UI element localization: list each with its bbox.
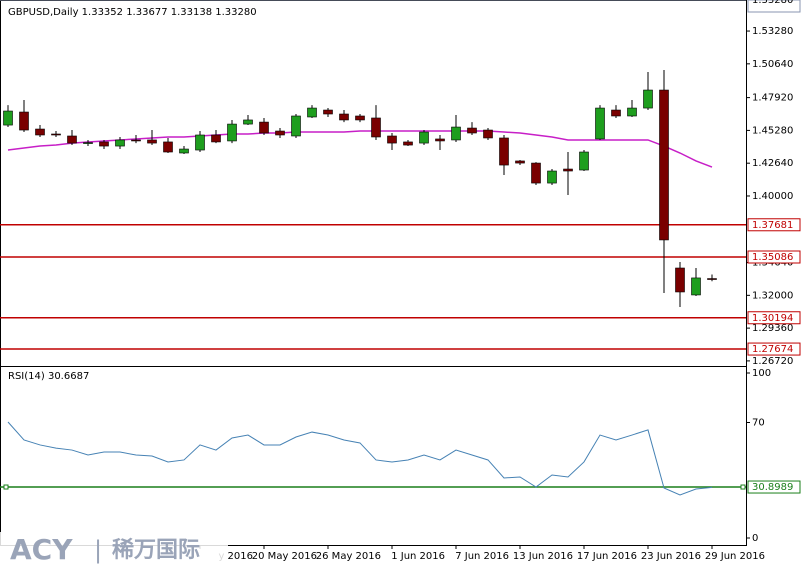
level-label-box: [747, 218, 801, 232]
x-tick-label: 26 May 2016: [316, 551, 381, 562]
x-tick-label: 1 Jun 2016: [391, 551, 445, 562]
candle-body: [403, 141, 413, 146]
candle-body: [291, 115, 301, 137]
x-tick-label: 13 Jun 2016: [513, 551, 573, 562]
level-label-box: [747, 0, 801, 13]
candle-body: [515, 160, 525, 164]
candle-body: [307, 107, 317, 118]
y-tick-label: 1.32000: [752, 290, 793, 301]
candle-body: [675, 267, 685, 293]
y-tick-label: 1.42640: [752, 158, 793, 169]
candle-body: [579, 151, 589, 171]
watermark: ACY | 稀万国际: [0, 532, 228, 568]
candle-body: [707, 278, 717, 280]
level-label: 1.33280: [752, 0, 793, 6]
candle-body: [83, 142, 93, 144]
level-marker: [3, 484, 9, 490]
candle-body: [419, 131, 429, 144]
candle-body: [179, 148, 189, 154]
candle-body: [99, 141, 109, 147]
level-label-box: [747, 342, 801, 356]
candle-body: [627, 107, 637, 117]
candle-body: [243, 119, 253, 125]
level-label-box: [747, 480, 801, 494]
level-label: 1.37681: [752, 220, 793, 231]
candle-body: [467, 127, 477, 134]
watermark-backdrop: [0, 532, 228, 568]
candle-body: [563, 168, 573, 172]
level-label: 30.8989: [752, 482, 793, 493]
moving-average-line: [7, 130, 713, 168]
candle-body: [195, 134, 205, 151]
y-tick-label: 70: [752, 418, 765, 429]
x-tick-label: 7 Jun 2016: [455, 551, 509, 562]
x-tick-label: 20 May 2016: [252, 551, 317, 562]
y-tick-label: 1.45280: [752, 125, 793, 136]
candle-body: [547, 170, 557, 184]
candle-body: [163, 141, 173, 153]
candle-body: [275, 130, 285, 136]
y-tick-label: 1.47920: [752, 93, 793, 104]
level-label-box: [747, 250, 801, 264]
candle-body: [227, 123, 237, 142]
x-tick-label: 23 Jun 2016: [641, 551, 701, 562]
candle-body: [483, 129, 493, 139]
level-label: 1.27674: [752, 344, 793, 355]
candle-body: [435, 138, 445, 142]
y-tick-label: 1.40000: [752, 191, 793, 202]
rsi-line: [7, 421, 713, 496]
watermark-name: 稀万国际: [112, 537, 200, 563]
candle-body: [387, 135, 397, 144]
candle-body: [323, 109, 333, 115]
y-tick-label: 1.50640: [752, 59, 793, 70]
x-tick-label: y 2016: [218, 551, 253, 562]
level-marker: [740, 484, 746, 490]
candle-body: [259, 121, 269, 134]
candle-body: [451, 126, 461, 141]
y-tick-label: 1.53280: [752, 26, 793, 37]
candle-body: [499, 137, 509, 166]
candle-body: [659, 89, 669, 241]
y-tick-label: 1.29360: [752, 323, 793, 334]
candle-body: [147, 139, 157, 144]
candle-body: [339, 113, 349, 121]
candle-body: [19, 111, 29, 131]
candle-body: [355, 115, 365, 121]
candle-body: [595, 107, 605, 140]
watermark-brand: ACY: [10, 533, 73, 566]
candle-body: [35, 128, 45, 136]
x-tick-label: 29 Jun 2016: [705, 551, 765, 562]
candle-body: [51, 133, 61, 136]
candle-body: [371, 117, 381, 138]
level-label: 1.35086: [752, 252, 793, 263]
indicator-title: RSI(14) 30.6687: [8, 371, 89, 382]
candle-body: [115, 139, 125, 147]
candle-body: [3, 110, 13, 126]
candle-body: [67, 135, 77, 144]
candle-body: [531, 162, 541, 184]
candle-body: [643, 89, 653, 109]
candle-body: [131, 139, 141, 142]
chart-title: GBPUSD,Daily 1.33352 1.33677 1.33138 1.3…: [8, 7, 257, 18]
candle-body: [691, 277, 701, 296]
watermark-separator: |: [94, 536, 102, 564]
x-tick-label: 17 Jun 2016: [577, 551, 637, 562]
y-tick-label: 1.26720: [752, 356, 793, 367]
candle-body: [211, 134, 221, 143]
level-label: 1.30194: [752, 313, 793, 324]
plot-layer: 1.53280 1.50640 1.47920 1.45280 1.42640 1.400…: [0, 0, 801, 562]
y-tick-label: 100: [752, 368, 771, 379]
y-tick-label: 0: [752, 533, 758, 544]
level-label-box: [747, 311, 801, 325]
candle-body: [611, 109, 621, 117]
